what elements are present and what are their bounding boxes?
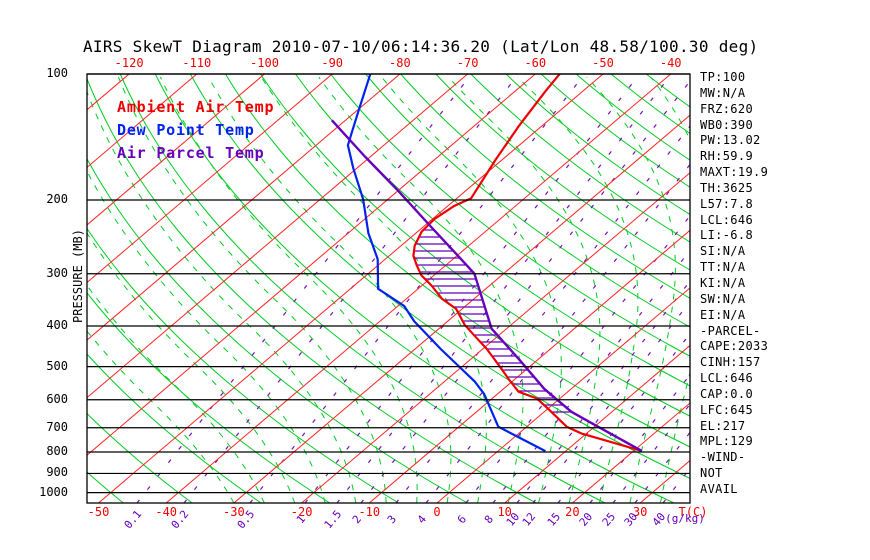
bottom-temp-tick-label: -40	[155, 505, 178, 519]
stats-line: WB0:390	[700, 117, 754, 132]
top-temp-tick-label: -50	[592, 56, 614, 70]
top-temp-tick-label: -120	[114, 56, 144, 70]
stats-line: TH:3625	[700, 180, 754, 195]
top-temp-tick-label: -60	[524, 56, 547, 70]
stats-line: LI:-6.8	[700, 228, 754, 243]
moist-adiabat-grid	[87, 76, 690, 503]
stats-line: TP:100	[700, 70, 746, 84]
pressure-tick-label: 400	[46, 318, 68, 333]
pressure-tick-label: 700	[46, 419, 68, 434]
stats-line: PW:13.02	[700, 133, 761, 148]
top-temp-tick-label: -110	[182, 56, 212, 70]
top-temp-tick-label: -80	[389, 56, 411, 70]
bottom-temp-tick-label: -30	[223, 505, 245, 519]
top-temp-tick-label: -40	[659, 56, 682, 70]
stats-line: SW:N/A	[700, 291, 746, 306]
stats-line: -PARCEL-	[700, 323, 761, 338]
chart-title: AIRS SkewT Diagram 2010-07-10/06:14:36.2…	[83, 37, 759, 56]
legend-ambient-air-temp: Ambient Air Temp	[117, 98, 275, 116]
pressure-tick-label: 300	[46, 265, 68, 280]
plot-frame	[86, 73, 691, 504]
pressure-tick-label: 900	[46, 465, 68, 480]
legend-dew-point-temp: Dew Point Temp	[117, 121, 255, 139]
pressure-tick-label: 600	[46, 391, 68, 406]
plot-area	[87, 74, 690, 503]
stats-line: L57:7.8	[700, 196, 754, 211]
pressure-tick-label: 1000	[39, 484, 68, 499]
bottom-temp-tick-label: 0	[433, 505, 441, 519]
pressure-tick-label: 800	[46, 444, 68, 459]
temp-axis-label: T(C)	[678, 505, 708, 519]
legend-air-parcel-temp: Air Parcel Temp	[117, 144, 265, 162]
bottom-temp-tick-label: -20	[290, 505, 313, 519]
stats-line: CAPE:2033	[700, 339, 769, 354]
top-temp-tick-label: -90	[321, 56, 344, 70]
pressure-tick-label: 100	[46, 66, 68, 80]
stats-line: SI:N/A	[700, 244, 746, 259]
mixing-ratio-axis-label: (g/kg)	[665, 512, 705, 525]
stats-panel: TP:100 MW:N/A FRZ:620 WB0:390 PW:13.02 RH:59.…	[700, 70, 768, 498]
bottom-temp-tick-label: 10	[497, 505, 512, 519]
parcel-temp-curve	[331, 119, 643, 452]
stats-line: FRZ:620	[700, 101, 754, 116]
stats-line: LCL:646	[700, 371, 754, 386]
stats-line: -WIND-	[700, 450, 746, 465]
stats-line: AVAIL	[700, 481, 738, 496]
stats-line: LCL:646	[700, 212, 754, 227]
bottom-temp-tick-label: 30	[632, 505, 648, 519]
stats-line: MAXT:19.9	[700, 165, 769, 180]
stats-line: TT:N/A	[700, 260, 746, 275]
isotherm-grid	[87, 74, 690, 503]
stats-line: RH:59.9	[700, 149, 754, 164]
top-temp-tick-label: -70	[456, 56, 479, 70]
stats-line: EI:N/A	[700, 307, 746, 322]
top-temp-tick-label: -100	[250, 56, 279, 70]
stats-line: LFC:645	[700, 402, 754, 417]
pressure-tick-label: 500	[46, 358, 68, 373]
ambient-temp-curve	[412, 74, 643, 452]
cape-hatch	[415, 229, 571, 413]
bottom-temp-tick-label: -10	[358, 505, 381, 519]
stats-line: EL:217	[700, 418, 746, 433]
stats-line: NOT	[700, 466, 723, 481]
bottom-temp-tick-label: -50	[87, 505, 110, 519]
stats-line: MPL:129	[700, 434, 754, 449]
stats-line: CINH:157	[700, 355, 761, 370]
stats-line: KI:N/A	[700, 275, 746, 290]
stats-line: MW:N/A	[700, 85, 746, 100]
pressure-tick-label: 200	[46, 192, 68, 206]
pressure-axis-label: PRESSURE (MB)	[71, 229, 85, 323]
bottom-temp-tick-label: 20	[565, 505, 580, 519]
stats-line: CAP:0.0	[700, 386, 754, 401]
